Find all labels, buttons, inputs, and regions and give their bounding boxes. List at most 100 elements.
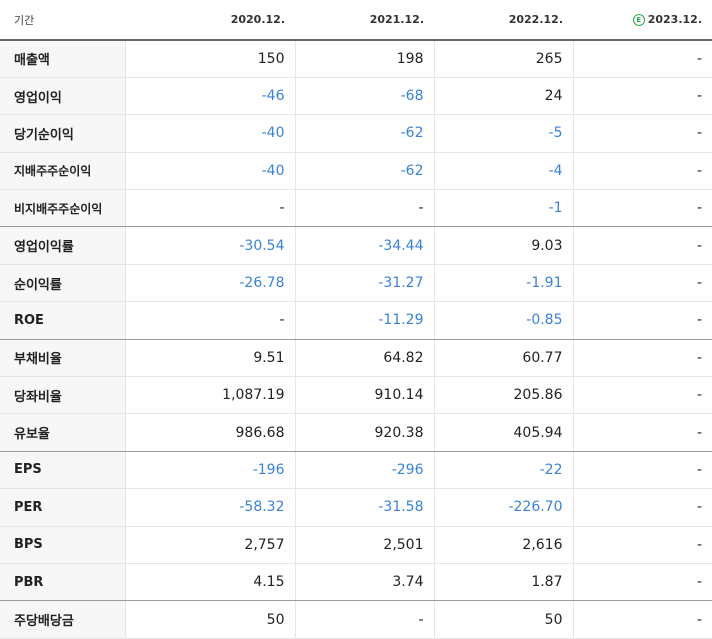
value-cell: -62: [294, 152, 434, 191]
period-header-estimate: E 2023.12.: [573, 0, 712, 41]
row-label: 영업이익: [0, 77, 125, 116]
table-row: 당기순이익 -40 -62 -5-: [0, 114, 712, 153]
row-label: 유보율: [0, 413, 125, 452]
table-row: EPS -196 -296 -22-: [0, 451, 712, 490]
value-cell: -: [294, 189, 434, 228]
table-row: 당좌비율 1,087.19 910.14 205.86-: [0, 376, 712, 415]
value-cell: -0.85: [433, 301, 573, 340]
value-cell: 205.86: [433, 376, 573, 415]
value-cell: -: [572, 339, 712, 378]
value-cell: 2,616: [433, 526, 573, 564]
value-cell: 910.14: [294, 376, 434, 415]
value-cell: -: [572, 413, 712, 452]
value-cell: -: [124, 301, 295, 340]
value-cell: -46: [124, 77, 295, 116]
value-cell: -1.91: [433, 264, 573, 303]
table-row: 비지배주주순이익 - - -1-: [0, 189, 712, 228]
value-cell: 60.77: [433, 339, 573, 378]
row-label: 부채비율: [0, 339, 125, 378]
value-cell: -196: [124, 451, 295, 490]
row-label: 지배주주순이익: [0, 152, 125, 191]
value-cell: 920.38: [294, 413, 434, 452]
value-cell: 198: [294, 40, 434, 78]
table-row: 영업이익률 -30.54 -34.44 9.03-: [0, 226, 712, 265]
header-row: 기간 2020.12. 2021.12. 2022.12. E 2023.12.: [0, 0, 712, 41]
row-label: 비지배주주순이익: [0, 189, 125, 228]
table-row: PBR 4.15 3.74 1.87-: [0, 563, 712, 602]
period-header: 2022.12.: [434, 0, 573, 41]
value-cell: -: [572, 152, 712, 191]
value-cell: -: [124, 189, 295, 228]
row-label: BPS: [0, 526, 125, 564]
table-row: 주당배당금 50-50-: [0, 600, 712, 639]
value-cell: -40: [124, 114, 295, 153]
value-cell: -11.29: [294, 301, 434, 340]
table-row: 지배주주순이익 -40 -62 -4-: [0, 152, 712, 191]
value-cell: 1,087.19: [124, 376, 295, 415]
value-cell: -: [294, 600, 434, 639]
value-cell: -226.70: [433, 488, 573, 527]
value-cell: -: [572, 526, 712, 564]
value-cell: -4: [433, 152, 573, 191]
value-cell: 9.03: [433, 226, 573, 265]
period-header-label: 기간: [0, 0, 125, 41]
value-cell: -296: [294, 451, 434, 490]
row-label: 매출액: [0, 40, 125, 78]
value-cell: -: [572, 488, 712, 527]
row-label: PER: [0, 488, 125, 527]
value-cell: -: [572, 563, 712, 602]
value-cell: 3.74: [294, 563, 434, 602]
table-row: 부채비율 9.51 64.82 60.77-: [0, 339, 712, 378]
period-header: 2021.12.: [295, 0, 434, 41]
value-cell: 4.15: [124, 563, 295, 602]
value-cell: -34.44: [294, 226, 434, 265]
value-cell: -: [572, 77, 712, 116]
row-label: ROE: [0, 301, 125, 340]
value-cell: 2,757: [124, 526, 295, 564]
value-cell: -68: [294, 77, 434, 116]
value-cell: -: [572, 40, 712, 78]
value-cell: -22: [433, 451, 573, 490]
value-cell: 986.68: [124, 413, 295, 452]
value-cell: -26.78: [124, 264, 295, 303]
value-cell: -31.27: [294, 264, 434, 303]
table-row: 유보율 986.68 920.38 405.94-: [0, 413, 712, 452]
value-cell: 9.51: [124, 339, 295, 378]
value-cell: -5: [433, 114, 573, 153]
value-cell: 50: [433, 600, 573, 639]
table-row: ROE - -11.29 -0.85-: [0, 301, 712, 340]
row-label: 순이익률: [0, 264, 125, 303]
value-cell: -: [572, 189, 712, 228]
row-label: 주당배당금: [0, 600, 125, 639]
value-cell: -31.58: [294, 488, 434, 527]
value-cell: -: [572, 264, 712, 303]
estimate-icon: E: [632, 14, 645, 26]
value-cell: -30.54: [124, 226, 295, 265]
row-label: EPS: [0, 451, 125, 490]
value-cell: -: [572, 114, 712, 153]
value-cell: -62: [294, 114, 434, 153]
value-cell: 1.87: [433, 563, 573, 602]
value-cell: -: [572, 600, 712, 639]
value-cell: 150: [124, 40, 295, 78]
table-row: 매출액 150 198 265-: [0, 40, 712, 78]
value-cell: -1: [433, 189, 573, 228]
value-cell: 64.82: [294, 339, 434, 378]
period-header: 2020.12.: [125, 0, 295, 41]
row-label: 영업이익률: [0, 226, 125, 265]
value-cell: 405.94: [433, 413, 573, 452]
value-cell: 50: [124, 600, 295, 639]
row-label: 당기순이익: [0, 114, 125, 153]
table-row: PER -58.32 -31.58 -226.70-: [0, 488, 712, 527]
table-row: 순이익률 -26.78 -31.27 -1.91-: [0, 264, 712, 303]
value-cell: -: [572, 226, 712, 265]
period-header-label-text: 2023.12.: [647, 13, 702, 26]
value-cell: -: [572, 376, 712, 415]
value-cell: -: [572, 301, 712, 340]
value-cell: 265: [433, 40, 573, 78]
value-cell: 2,501: [294, 526, 434, 564]
value-cell: -: [572, 451, 712, 490]
value-cell: 24: [433, 77, 573, 116]
row-label: PBR: [0, 563, 125, 602]
